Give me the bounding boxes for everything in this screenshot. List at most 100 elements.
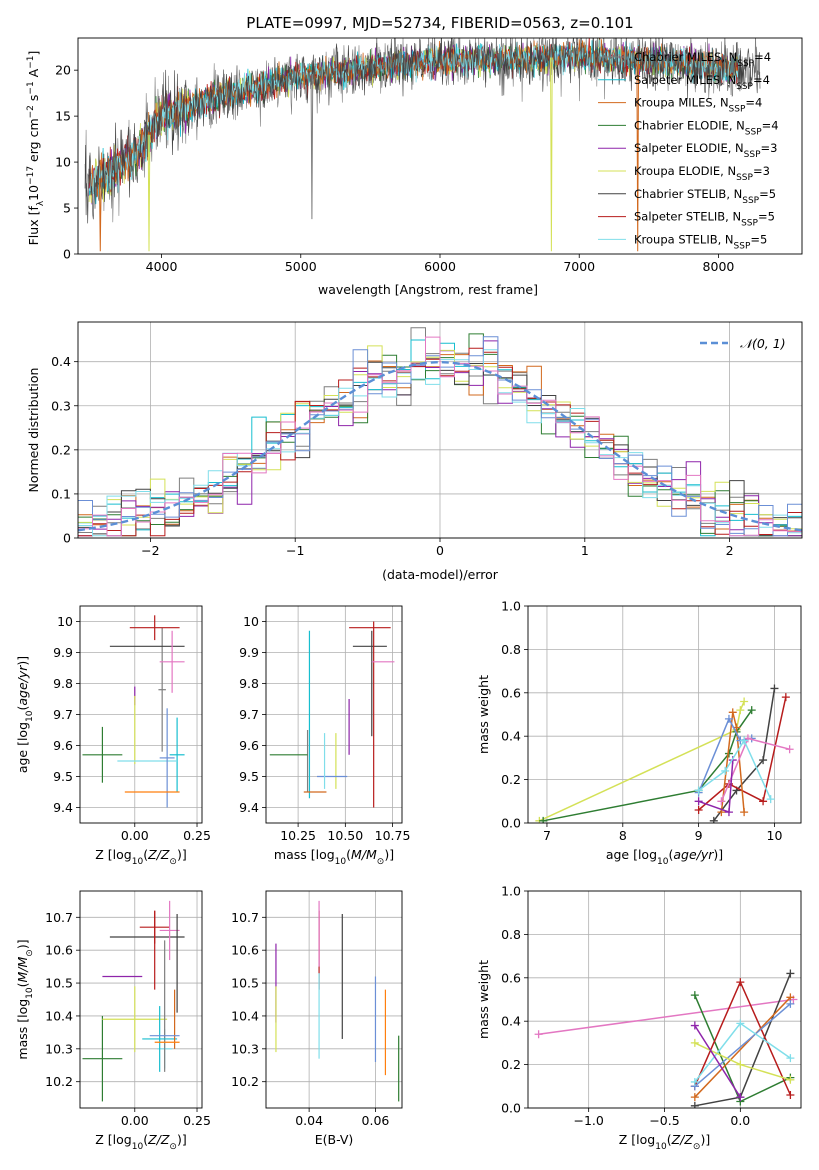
mass_vs_ebv-plot-area [275,900,400,1102]
weight-line [698,738,772,800]
y-tick-label: 9.4 [239,800,259,815]
x-tick-label: 9 [695,828,703,843]
y-tick-label: 9.8 [53,676,73,691]
x-tick-label: 7 [543,828,551,843]
y-tick-label: 10.6 [45,943,73,958]
y-tick-label: 10 [57,614,73,629]
mass_weight_vs_z-frame: −1.0 −0.5 0.0 0.0 0.2 0.4 0.6 0.8 1.0 Z [log10(Z/… [476,884,802,1152]
y-tick-label: 0.6 [501,970,521,985]
spectrum-line [84,38,761,224]
y-tick-label: 9.5 [53,769,73,784]
weight-series [717,708,749,817]
weight-marker [759,797,768,806]
mass_weight_vs_z-plot-area [534,969,798,1108]
y-tick-label: 10.7 [45,910,73,925]
weight-marker [690,991,699,1000]
age_vs_z-frame: 0.00 0.25 9.4 9.5 9.6 9.7 9.8 9.9 10 Z [log10(Z/Z… [15,605,211,867]
weight-marker [736,1093,745,1102]
y-tick-label: 10 [243,614,259,629]
weight-marker [786,1054,795,1063]
y-axis-label: mass [log10(M/M⊙)] [15,939,35,1059]
error-point [82,1015,123,1102]
error-point [159,708,175,808]
weight-marker [786,1090,795,1099]
weight-series [690,999,795,1091]
residual_hist-plot-area [78,327,802,537]
error-point [159,900,180,961]
x-tick-label: 8000 [703,259,735,274]
error-point [82,726,123,783]
age_vs_mass-plot-area [269,621,395,808]
y-tick-label: 0 [63,531,71,546]
legend-entry: Chabrier ELODIE, NSSP=4 [634,118,779,137]
error-point [159,630,185,693]
y-tick-label: 10.3 [231,1041,259,1056]
axes-frame [265,890,403,1109]
weight-series [690,993,795,1102]
y-tick-label: 0.4 [501,729,521,744]
weight-marker [724,714,733,723]
weight-marker [759,756,768,765]
weight-marker [786,999,795,1008]
weight-marker [781,693,790,702]
weight-line [720,712,745,813]
y-tick-label: 0.4 [501,1014,521,1029]
age_vs_z-plot-area [82,615,185,808]
histogram-step [78,327,802,537]
weight-marker [721,766,730,775]
mass_vs_z-background [80,891,202,1108]
x-tick-label: 10.25 [280,828,316,843]
mass_weight_vs_age-plot-area [535,684,794,823]
y-tick-label: 0.2 [501,772,521,787]
legend-entry: Salpeter MILES, NSSP=4 [634,73,770,92]
x-axis-label: Z [log10(Z/Z⊙)] [95,1132,186,1152]
x-tick-label: 0.0 [730,1113,750,1128]
legend-entry: Salpeter STELIB, NSSP=5 [634,210,775,229]
y-tick-label: 20 [55,63,71,78]
y-tick-label: 0.8 [501,927,521,942]
x-tick-label: 2 [726,543,734,558]
legend-entry: 𝒩(0, 1) [740,336,786,351]
x-tick-label: 6000 [424,259,456,274]
weight-marker [740,736,749,745]
spectrum-legend: Chabrier MILES, NSSP=4 Salpeter MILES, NS… [598,50,779,251]
weight-marker [539,816,548,823]
weight-marker [740,808,749,817]
mass_weight_vs_age-axes: 7 8 9 10 0.0 0.2 0.4 0.6 0.8 1.0 age [log10(age/yr… [476,599,802,867]
weight-line [697,717,752,793]
weight-marker [786,969,795,978]
y-tick-label: 9.5 [239,769,259,784]
y-tick-label: 9.7 [239,707,259,722]
y-tick-label: 10.5 [45,976,73,991]
y-tick-label: 10.4 [231,1008,259,1023]
x-axis-label: E(B-V) [315,1132,354,1147]
y-tick-label: 0 [63,247,71,262]
x-tick-label: 0.25 [183,828,211,843]
weight-marker [747,706,756,715]
y-tick-label: 10 [55,155,71,170]
y-axis-label: Normed distribution [26,368,41,493]
age_vs_mass-frame: 10.25 10.50 10.75 9.4 9.5 9.6 9.7 9.8 9.9 10 mass … [239,605,410,867]
legend-entry: Salpeter ELODIE, NSSP=3 [634,141,777,160]
x-axis-label: age [log10(age/yr)] [606,847,723,867]
y-tick-label: 10.2 [231,1074,259,1089]
y-tick-label: 0.8 [501,642,521,657]
mass_vs_ebv-background [266,891,402,1108]
y-tick-label: 0.0 [501,1101,521,1116]
age_vs_mass-axes: 10.25 10.50 10.75 9.4 9.5 9.6 9.7 9.8 9.9 10 mass … [239,605,410,867]
y-tick-label: 10.3 [45,1041,73,1056]
x-tick-label: −2 [141,543,159,558]
weight-marker [740,697,749,706]
weight-marker [694,797,703,806]
x-axis-label: wavelength [Angstrom, rest frame] [318,282,538,297]
weight-marker [690,1101,699,1108]
mass_weight_vs_age-frame: 7 8 9 10 0.0 0.2 0.4 0.6 0.8 1.0 age [log10(age/yr… [476,599,802,867]
spectrum-axes: 4000 5000 6000 7000 8000 0 5 10 15 20 Chabrier MIL… [26,37,803,297]
weight-marker [709,816,718,823]
x-tick-label: 0.00 [121,1113,149,1128]
weight-marker [717,797,726,806]
error-point [158,627,166,752]
weight-marker [690,1077,699,1086]
x-tick-label: 8 [619,828,627,843]
